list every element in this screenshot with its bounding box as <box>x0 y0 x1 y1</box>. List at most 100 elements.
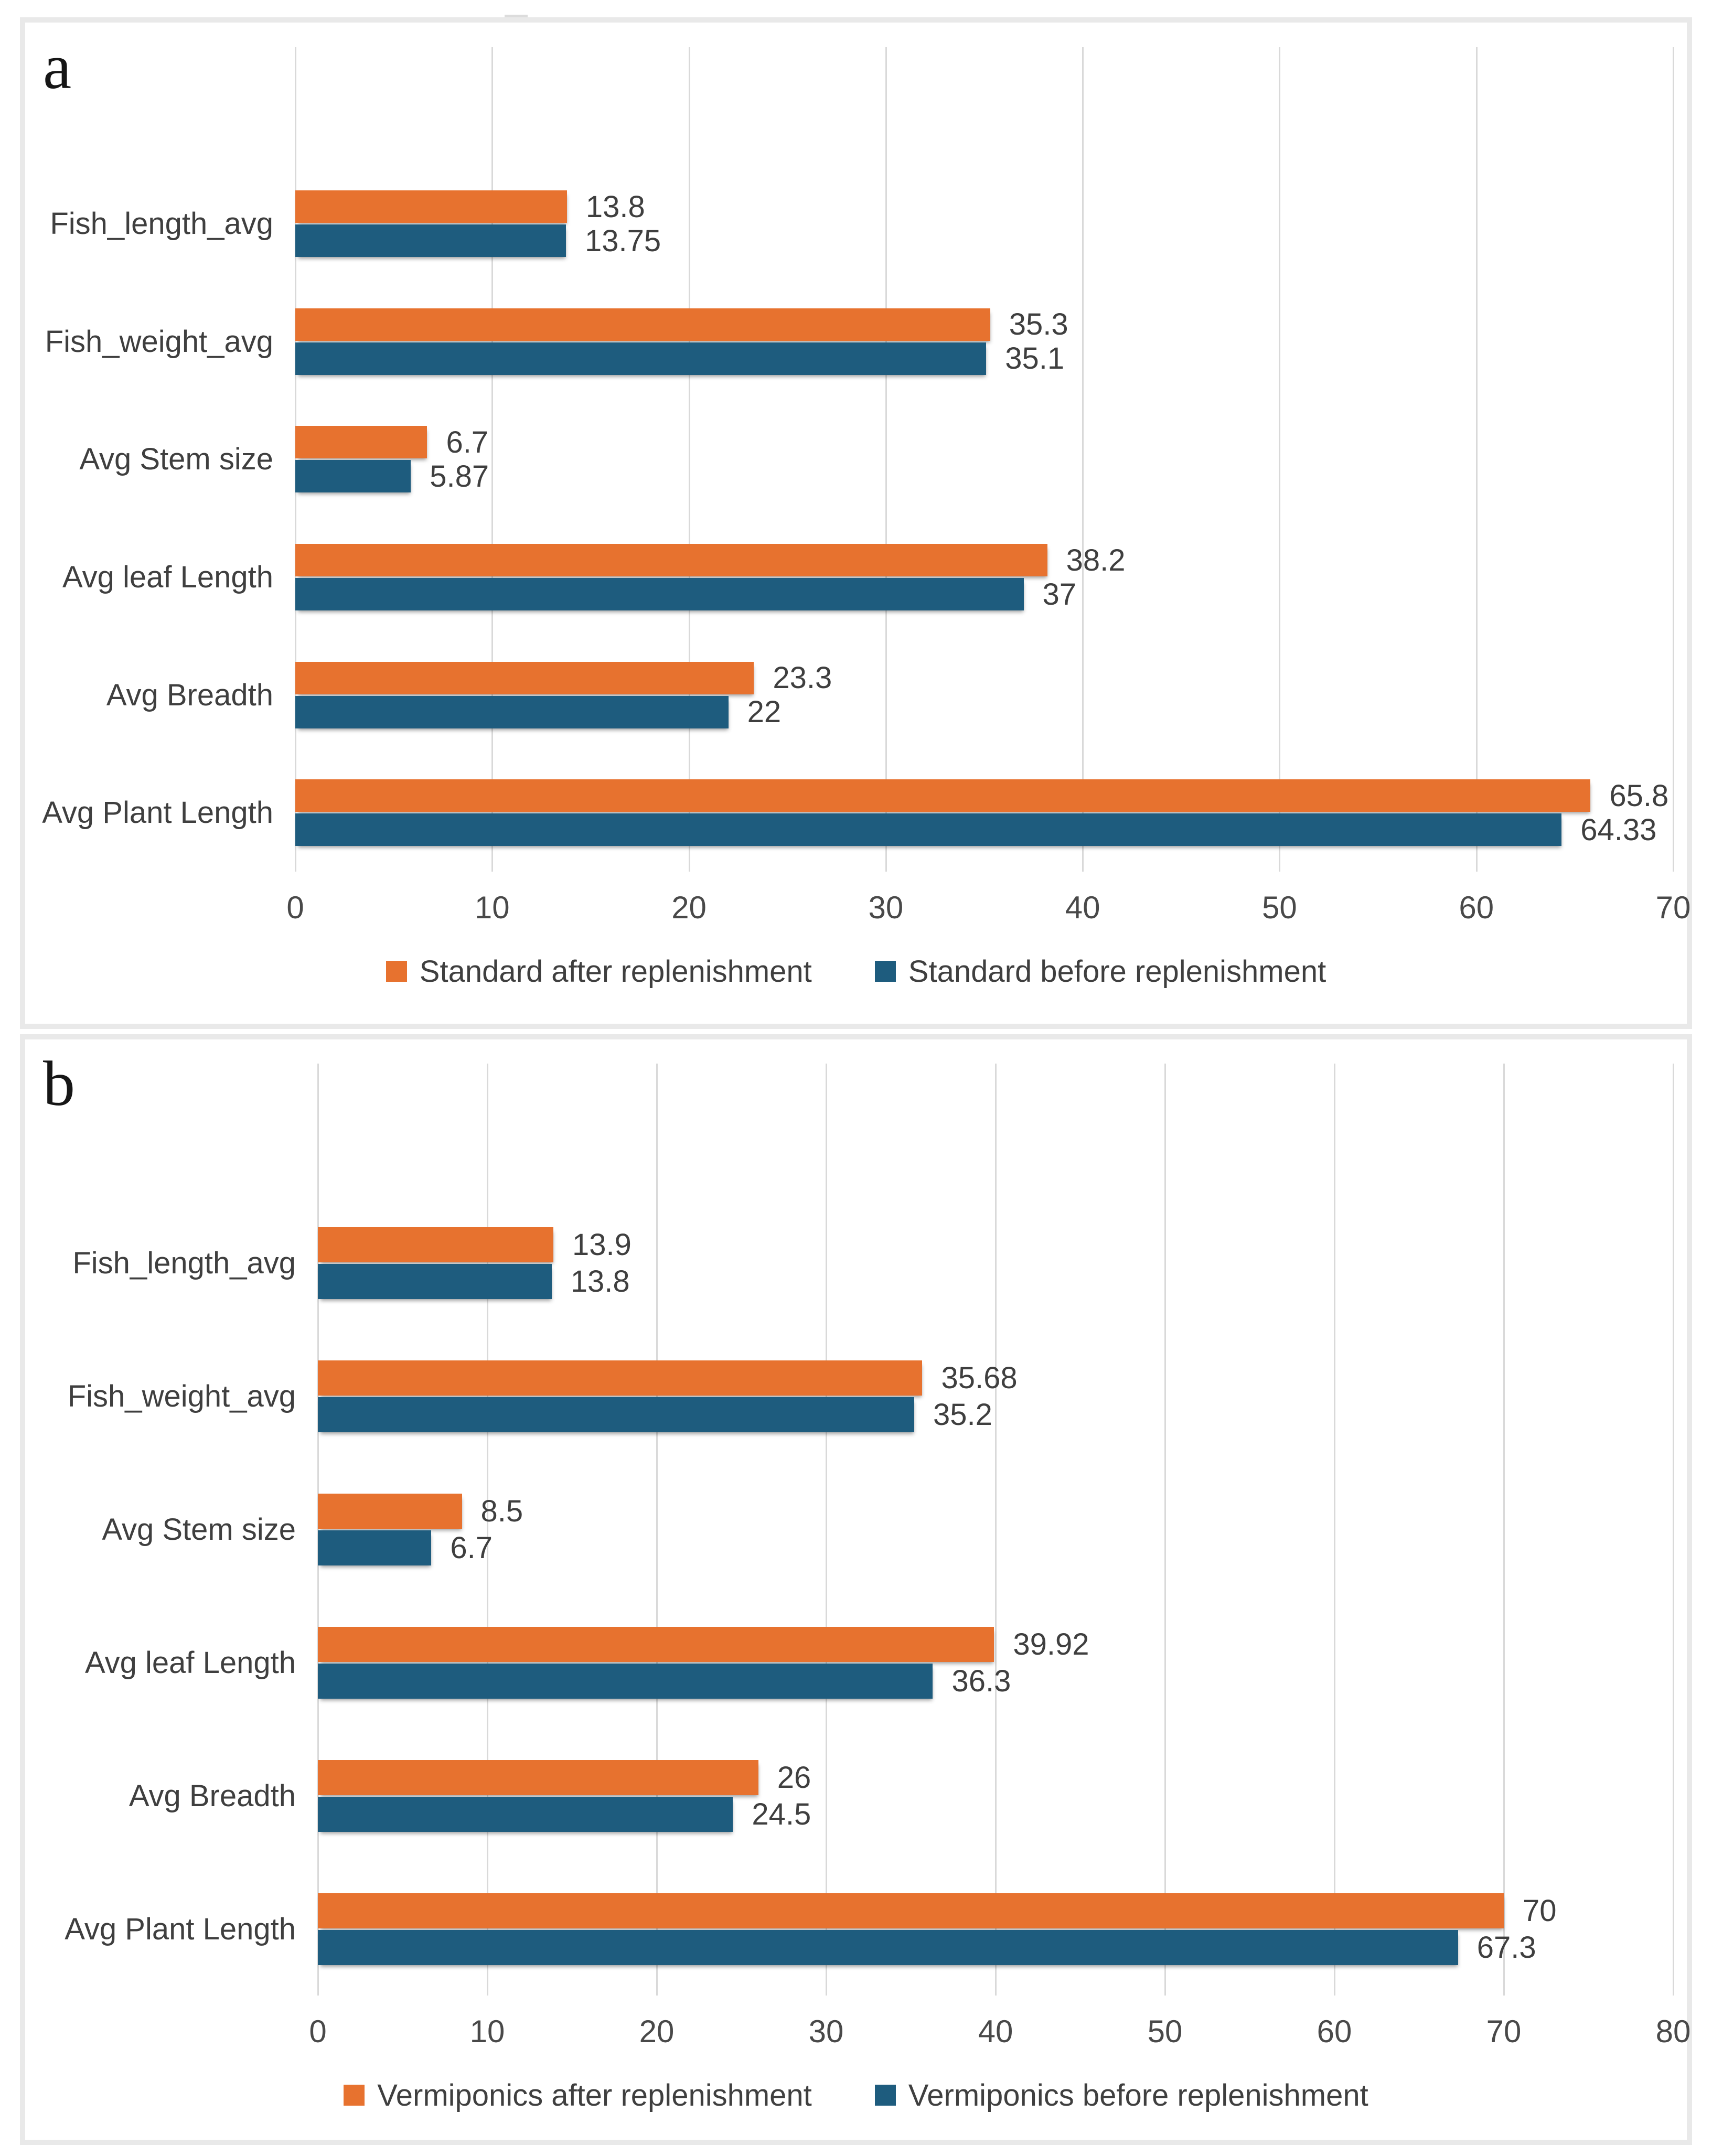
bar-chart-vermiponics: Fish_length_avg 13.9 13.8 Fish_weight_avg 35… <box>25 1039 1690 2140</box>
legend-label: Vermiponics after replenishment <box>377 2078 812 2112</box>
bar-value-label: 35.1 <box>1005 341 1065 376</box>
bar-before <box>295 695 729 728</box>
axis-tick-label: 0 <box>286 890 304 925</box>
bar-after <box>318 1493 462 1529</box>
bar-line: 24.5 <box>318 1796 1673 1832</box>
bar-line: 13.8 <box>318 1264 1673 1300</box>
bar-line: 67.3 <box>318 1929 1673 1965</box>
bar-before <box>295 578 1024 611</box>
category-row: Avg Plant Length 70 67.3 <box>25 1862 1673 1996</box>
bar-line: 35.68 <box>318 1360 1673 1396</box>
gridline <box>295 47 296 872</box>
legend-item: Vermiponics after replenishment <box>344 2078 812 2113</box>
bar-after <box>295 661 754 694</box>
legend: Vermiponics after replenishment Vermiponi… <box>25 2074 1687 2116</box>
panel-a-letter: a <box>43 31 72 102</box>
gridline <box>1082 47 1084 872</box>
bar-after <box>318 1760 758 1795</box>
bar-value-label: 38.2 <box>1066 543 1126 577</box>
bar-group: 38.2 37 <box>295 518 1673 636</box>
axis-tick-label: 60 <box>1317 2014 1352 2049</box>
bar-group: 13.8 13.75 <box>295 165 1673 283</box>
bar-line: 64.33 <box>295 812 1673 847</box>
bar-line: 35.3 <box>295 307 1673 341</box>
bar-value-label: 35.68 <box>941 1361 1018 1396</box>
axis-tick-label: 20 <box>639 2014 675 2049</box>
bar-line: 13.8 <box>295 189 1673 224</box>
bar-line: 26 <box>318 1760 1673 1795</box>
plot-area <box>317 1064 1674 1996</box>
bar-value-label: 26 <box>777 1760 811 1795</box>
category-row: Avg leaf Length 39.92 36.3 <box>25 1596 1673 1729</box>
category-row: Fish_length_avg 13.9 13.8 <box>25 1197 1673 1330</box>
category-label: Avg Stem size <box>102 1512 296 1547</box>
bar-group: 26 24.5 <box>318 1729 1673 1862</box>
panel-b: b Fish_length_avg 13.9 13.8 Fish_weight_avg… <box>20 1034 1692 2145</box>
category-label: Avg leaf Length <box>62 560 273 595</box>
bar-before <box>295 342 987 375</box>
bar-value-label: 64.33 <box>1580 812 1657 847</box>
category-label: Fish_length_avg <box>50 207 273 241</box>
bar-value-label: 13.75 <box>585 223 661 258</box>
bar-line: 65.8 <box>295 778 1673 813</box>
bar-chart-standard: Fish_length_avg 13.8 13.75 Fish_weight_avg 3… <box>25 23 1690 1024</box>
bar-before <box>318 1929 1458 1965</box>
bar-before <box>318 1530 432 1565</box>
gridline <box>487 1064 488 1996</box>
legend-label: Vermiponics before replenishment <box>908 2078 1368 2112</box>
bar-line: 37 <box>295 577 1673 612</box>
bar-line: 13.9 <box>318 1227 1673 1263</box>
gridline <box>317 1064 319 1996</box>
legend-item: Standard after replenishment <box>386 954 812 989</box>
bar-group: 35.3 35.1 <box>295 283 1673 401</box>
category-row: Avg leaf Length 38.2 37 <box>25 518 1673 636</box>
bar-line: 70 <box>318 1893 1673 1928</box>
bar-after <box>318 1360 923 1396</box>
bar-line: 13.75 <box>295 223 1673 258</box>
gridline <box>1279 47 1281 872</box>
gridline <box>995 1064 997 1996</box>
gridline <box>826 1064 827 1996</box>
bar-value-label: 13.8 <box>585 189 645 224</box>
axis-tick-label: 10 <box>474 890 510 925</box>
bar-line: 22 <box>295 695 1673 729</box>
axis-tick-label: 50 <box>1262 890 1297 925</box>
category-label: Avg Breadth <box>106 678 273 712</box>
axis-tick-label: 60 <box>1459 890 1494 925</box>
gridline <box>1164 1064 1166 1996</box>
legend: Standard after replenishment Standard bef… <box>25 950 1687 992</box>
category-row: Avg Breadth 26 24.5 <box>25 1729 1673 1862</box>
bar-value-label: 70 <box>1523 1893 1557 1928</box>
axis-tick-label: 10 <box>469 2014 505 2049</box>
bar-after <box>295 308 990 341</box>
gridline <box>656 1064 658 1996</box>
bar-value-label: 23.3 <box>773 661 832 695</box>
bar-before <box>318 1264 552 1300</box>
bar-group: 8.5 6.7 <box>318 1463 1673 1596</box>
bar-group: 23.3 22 <box>295 636 1673 754</box>
bar-after <box>295 190 567 223</box>
bar-value-label: 65.8 <box>1609 778 1669 813</box>
axis-tick-label: 70 <box>1486 2014 1522 2049</box>
gridline <box>1503 1064 1505 1996</box>
bar-before <box>295 813 1562 846</box>
axis-tick-label: 50 <box>1147 2014 1183 2049</box>
gridline <box>1673 47 1674 872</box>
bar-group: 6.7 5.87 <box>295 401 1673 519</box>
category-row: Avg Stem size 8.5 6.7 <box>25 1463 1673 1596</box>
bar-before <box>318 1663 933 1699</box>
bar-after <box>295 426 427 459</box>
category-label: Avg Breadth <box>129 1778 296 1813</box>
bar-line: 39.92 <box>318 1626 1673 1662</box>
category-label: Fish_length_avg <box>72 1246 296 1281</box>
bar-line: 35.1 <box>295 341 1673 376</box>
axis-tick-label: 20 <box>671 890 707 925</box>
bar-line: 35.2 <box>318 1397 1673 1433</box>
category-row: Fish_weight_avg 35.68 35.2 <box>25 1330 1673 1463</box>
panel-a: a Fish_length_avg 13.8 13.75 Fish_weight_av… <box>20 17 1692 1029</box>
axis-tick-label: 40 <box>978 2014 1013 2049</box>
axis-tick-label: 70 <box>1655 890 1691 925</box>
bar-before <box>295 460 411 493</box>
bar-group: 35.68 35.2 <box>318 1330 1673 1463</box>
